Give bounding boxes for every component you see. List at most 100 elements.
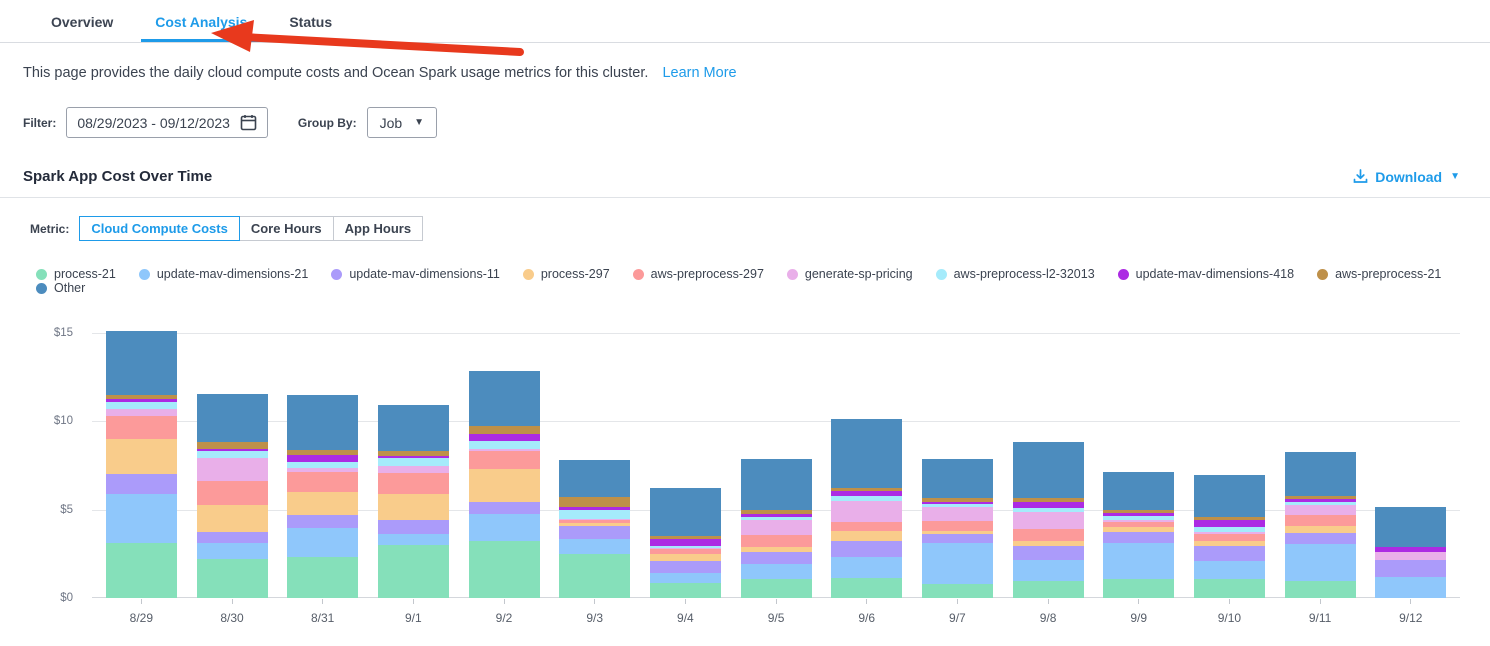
bar-segment-update-mav-dimensions-11[interactable] xyxy=(1193,545,1265,561)
bar-segment-update-mav-dimensions-418[interactable] xyxy=(1284,499,1356,502)
bar-segment-process-297[interactable] xyxy=(1193,541,1265,546)
bar-segment-update-mav-dimensions-418[interactable] xyxy=(831,491,903,497)
bar-segment-process-21[interactable] xyxy=(105,543,177,598)
bar-segment-aws-preprocess-297[interactable] xyxy=(921,521,993,531)
bar-segment-update-mav-dimensions-21[interactable] xyxy=(468,514,540,542)
bar-segment-update-mav-dimensions-418[interactable] xyxy=(1012,501,1084,508)
bar-segment-update-mav-dimensions-11[interactable] xyxy=(468,501,540,515)
bar-segment-aws-preprocess-21[interactable] xyxy=(1012,498,1084,502)
bar-segment-process-297[interactable] xyxy=(1284,526,1356,533)
bar-segment-generate-sp-pricing[interactable] xyxy=(1375,552,1447,561)
bar-segment-aws-preprocess-l2-32013[interactable] xyxy=(1193,527,1265,532)
legend-item-process-297[interactable]: process-297 xyxy=(522,267,610,281)
bar-segment-update-mav-dimensions-418[interactable] xyxy=(921,501,993,505)
stacked-bar-9/2[interactable] xyxy=(468,371,540,598)
tab-status[interactable]: Status xyxy=(289,14,333,30)
bar-segment-generate-sp-pricing[interactable] xyxy=(105,409,177,417)
bar-segment-aws-preprocess-297[interactable] xyxy=(377,472,449,494)
bar-segment-Other[interactable] xyxy=(1284,452,1356,496)
bar-segment-aws-preprocess-l2-32013[interactable] xyxy=(1103,515,1175,521)
bar-segment-update-mav-dimensions-21[interactable] xyxy=(1012,560,1084,582)
bar-segment-aws-preprocess-l2-32013[interactable] xyxy=(1284,501,1356,506)
bar-segment-generate-sp-pricing[interactable] xyxy=(377,465,449,473)
stacked-bar-9/8[interactable] xyxy=(1012,441,1084,598)
bar-segment-generate-sp-pricing[interactable] xyxy=(740,520,812,536)
bar-segment-process-21[interactable] xyxy=(1103,578,1175,598)
bar-segment-Other[interactable] xyxy=(468,371,540,426)
bar-segment-update-mav-dimensions-11[interactable] xyxy=(287,514,359,529)
bar-segment-aws-preprocess-297[interactable] xyxy=(740,535,812,547)
bar-segment-aws-preprocess-l2-32013[interactable] xyxy=(468,440,540,449)
bar-segment-aws-preprocess-297[interactable] xyxy=(831,522,903,531)
bar-segment-update-mav-dimensions-11[interactable] xyxy=(1103,531,1175,544)
bar-segment-process-297[interactable] xyxy=(1012,540,1084,546)
bar-segment-generate-sp-pricing[interactable] xyxy=(1193,531,1265,534)
tab-overview[interactable]: Overview xyxy=(51,14,114,30)
bar-segment-Other[interactable] xyxy=(740,458,812,510)
bar-segment-aws-preprocess-l2-32013[interactable] xyxy=(921,504,993,508)
bar-segment-aws-preprocess-21[interactable] xyxy=(1103,509,1175,514)
bar-segment-Other[interactable] xyxy=(1012,441,1084,499)
bar-segment-update-mav-dimensions-11[interactable] xyxy=(649,560,721,574)
bar-segment-process-297[interactable] xyxy=(649,553,721,561)
bar-segment-process-297[interactable] xyxy=(921,530,993,534)
bar-segment-aws-preprocess-l2-32013[interactable] xyxy=(831,496,903,501)
bar-segment-aws-preprocess-21[interactable] xyxy=(1193,516,1265,521)
bar-segment-generate-sp-pricing[interactable] xyxy=(649,547,721,550)
stacked-bar-9/10[interactable] xyxy=(1193,475,1265,598)
bar-segment-update-mav-dimensions-11[interactable] xyxy=(1375,560,1447,577)
bar-segment-aws-preprocess-297[interactable] xyxy=(1284,515,1356,527)
bar-segment-process-297[interactable] xyxy=(105,439,177,475)
bar-segment-update-mav-dimensions-21[interactable] xyxy=(831,557,903,578)
bar-segment-aws-preprocess-l2-32013[interactable] xyxy=(559,509,631,519)
bar-segment-aws-preprocess-297[interactable] xyxy=(468,450,540,470)
bar-segment-update-mav-dimensions-418[interactable] xyxy=(1375,546,1447,553)
bar-segment-process-21[interactable] xyxy=(649,582,721,598)
bar-segment-aws-preprocess-21[interactable] xyxy=(649,536,721,539)
stacked-bar-9/4[interactable] xyxy=(649,487,721,598)
bar-segment-aws-preprocess-297[interactable] xyxy=(196,481,268,506)
bar-segment-process-297[interactable] xyxy=(196,505,268,532)
bar-segment-update-mav-dimensions-418[interactable] xyxy=(196,448,268,452)
bar-segment-aws-preprocess-l2-32013[interactable] xyxy=(649,545,721,548)
stacked-bar-9/11[interactable] xyxy=(1284,452,1356,598)
stacked-bar-8/29[interactable] xyxy=(105,331,177,598)
tab-cost-analysis[interactable]: Cost Analysis xyxy=(141,10,262,42)
learn-more-link[interactable]: Learn More xyxy=(662,65,737,81)
bar-segment-generate-sp-pricing[interactable] xyxy=(196,458,268,482)
bar-segment-update-mav-dimensions-11[interactable] xyxy=(740,552,812,565)
bar-segment-update-mav-dimensions-11[interactable] xyxy=(377,520,449,535)
bar-segment-update-mav-dimensions-21[interactable] xyxy=(740,564,812,579)
bar-segment-aws-preprocess-21[interactable] xyxy=(105,394,177,400)
bar-segment-update-mav-dimensions-21[interactable] xyxy=(1284,544,1356,582)
bar-segment-update-mav-dimensions-21[interactable] xyxy=(287,528,359,558)
bar-segment-aws-preprocess-297[interactable] xyxy=(559,519,631,523)
bar-segment-generate-sp-pricing[interactable] xyxy=(559,518,631,520)
bar-segment-Other[interactable] xyxy=(921,458,993,499)
bar-segment-update-mav-dimensions-11[interactable] xyxy=(831,540,903,558)
bar-segment-update-mav-dimensions-21[interactable] xyxy=(649,573,721,583)
bar-segment-aws-preprocess-21[interactable] xyxy=(559,497,631,507)
bar-segment-generate-sp-pricing[interactable] xyxy=(1284,505,1356,516)
metric-option-core-hours[interactable]: Core Hours xyxy=(238,216,334,241)
group-by-select[interactable]: Job ▼ xyxy=(366,107,438,138)
bar-segment-update-mav-dimensions-21[interactable] xyxy=(377,534,449,545)
bar-segment-update-mav-dimensions-418[interactable] xyxy=(287,454,359,463)
bar-segment-update-mav-dimensions-11[interactable] xyxy=(559,526,631,539)
legend-item-process-21[interactable]: process-21 xyxy=(36,267,116,281)
legend-item-aws-preprocess-297[interactable]: aws-preprocess-297 xyxy=(632,267,764,281)
bar-segment-update-mav-dimensions-11[interactable] xyxy=(1012,545,1084,561)
bar-segment-process-21[interactable] xyxy=(377,545,449,598)
bar-segment-aws-preprocess-21[interactable] xyxy=(831,487,903,492)
bar-segment-update-mav-dimensions-418[interactable] xyxy=(649,538,721,546)
legend-item-Other[interactable]: Other xyxy=(36,281,85,295)
bar-segment-generate-sp-pricing[interactable] xyxy=(921,507,993,522)
bar-segment-Other[interactable] xyxy=(649,487,721,537)
bar-segment-process-21[interactable] xyxy=(831,577,903,598)
bar-segment-aws-preprocess-297[interactable] xyxy=(1012,529,1084,541)
bar-segment-generate-sp-pricing[interactable] xyxy=(468,448,540,451)
legend-item-update-mav-dimensions-11[interactable]: update-mav-dimensions-11 xyxy=(331,267,500,281)
bar-segment-process-21[interactable] xyxy=(1284,581,1356,598)
date-range-picker[interactable]: 08/29/2023 - 09/12/2023 xyxy=(66,107,268,138)
bar-segment-process-21[interactable] xyxy=(559,553,631,598)
